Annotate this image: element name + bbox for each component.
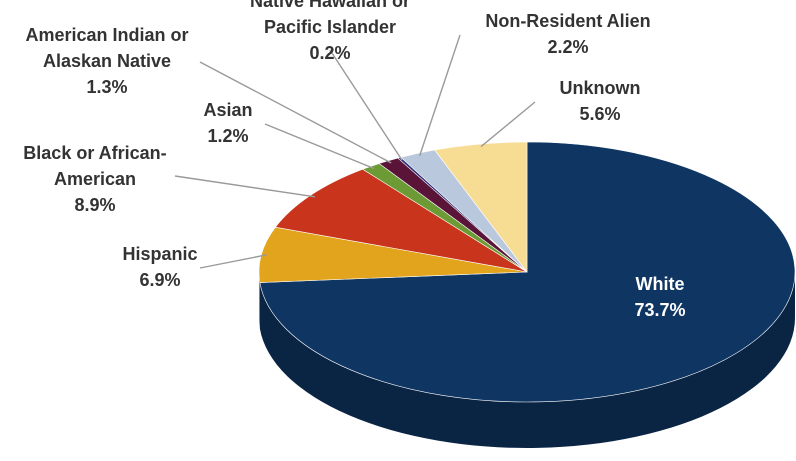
pie-slice-white: [259, 141, 796, 403]
pie-depth: [259, 272, 795, 448]
leader-line-asian: [264, 123, 375, 170]
pie-slices: [258, 141, 796, 403]
pie-slice-hispanic: [258, 226, 528, 283]
value-label-american-indian-or-alaskan-native: 1.3%: [86, 77, 127, 97]
pie-slice-unknown: [434, 141, 528, 273]
leader-line-black-or-african-american: [174, 175, 316, 198]
value-label-non-resident-alien: 2.2%: [547, 37, 588, 57]
slice-label-white: White: [636, 274, 685, 294]
leader-line-unknown: [480, 101, 536, 148]
pie-side-white: [259, 272, 795, 448]
value-label-asian: 1.2%: [207, 126, 248, 146]
value-label-hispanic: 6.9%: [139, 270, 180, 290]
slice-label-black-or-african-american: Black or African-: [23, 143, 166, 163]
slice-label-unknown: Unknown: [560, 78, 641, 98]
slice-label-black-or-african-american: American: [54, 169, 136, 189]
pie-side-hispanic: [259, 272, 260, 329]
value-label-native-hawaiian-or-pacific-islander: 0.2%: [309, 43, 350, 63]
slice-label-native-hawaiian-or-pacific-islander: Pacific Islander: [264, 17, 396, 37]
slice-label-american-indian-or-alaskan-native: American Indian or: [25, 25, 188, 45]
slice-label-asian: Asian: [203, 100, 252, 120]
slice-label-american-indian-or-alaskan-native: Alaskan Native: [43, 51, 171, 71]
value-label-black-or-african-american: 8.9%: [74, 195, 115, 215]
slice-label-non-resident-alien: Non-Resident Alien: [485, 11, 650, 31]
leader-lines: [174, 34, 536, 269]
value-label-white: 73.7%: [634, 300, 685, 320]
slice-labels: White 73.7% Hispanic 6.9% Black or African- A…: [23, 0, 685, 320]
pie-slice-black-or-african-american: [274, 168, 528, 273]
value-label-unknown: 5.6%: [579, 104, 620, 124]
slice-label-native-hawaiian-or-pacific-islander: Native Hawaiian or: [250, 0, 410, 11]
leader-line-non-resident-alien: [419, 34, 461, 156]
leader-line-native-hawaiian-or-pacific-islander: [329, 49, 403, 161]
slice-label-hispanic: Hispanic: [122, 244, 197, 264]
leader-line-american-indian-or-alaskan-native: [199, 61, 392, 164]
leader-line-hispanic: [199, 254, 267, 269]
